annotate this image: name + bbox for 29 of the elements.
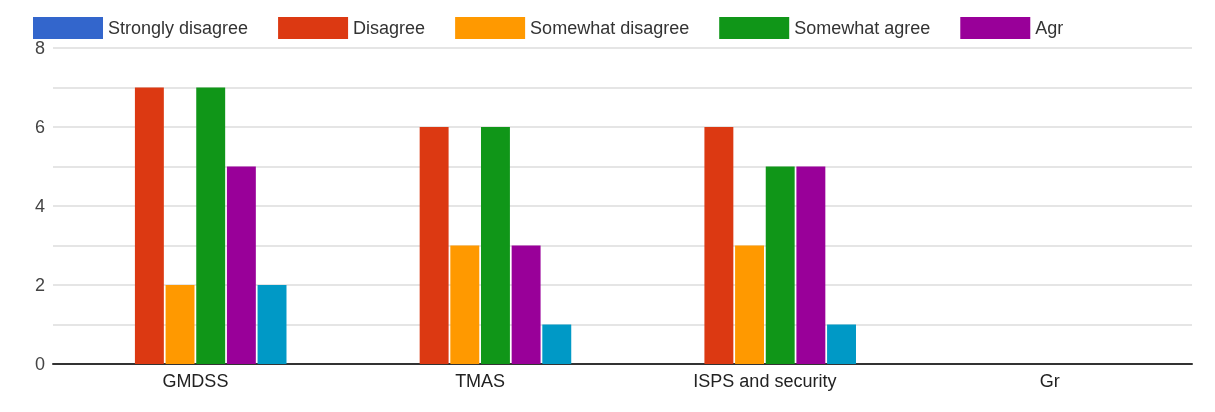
y-tick-label: 2	[34, 275, 45, 295]
bar	[542, 324, 572, 364]
y-tick-label: 4	[34, 196, 45, 216]
bar	[257, 285, 287, 364]
y-tick-label: 0	[34, 354, 45, 374]
legend-label: Disagree	[353, 18, 426, 38]
x-tick-label: GMDSS	[162, 371, 229, 391]
bar	[765, 166, 795, 364]
bar	[165, 285, 195, 364]
legend-label: Strongly disagree	[108, 18, 249, 38]
legend-label: Somewhat disagree	[530, 18, 690, 38]
bar	[704, 127, 734, 364]
bar	[480, 127, 510, 364]
y-tick-label: 6	[34, 117, 45, 137]
legend-label: Somewhat agree	[794, 18, 931, 38]
bar	[450, 245, 480, 364]
bar	[511, 245, 541, 364]
x-tick-label: Gr	[1039, 371, 1060, 391]
x-tick-label: ISPS and security	[693, 371, 837, 391]
bar	[827, 324, 856, 364]
y-tick-label: 8	[34, 38, 45, 58]
bar	[796, 166, 826, 364]
bar	[226, 166, 256, 364]
x-tick-label: TMAS	[455, 371, 506, 391]
bar	[735, 245, 765, 364]
bar	[419, 127, 449, 364]
bar	[134, 87, 164, 364]
bar	[196, 87, 226, 364]
legend-label: Agr	[1035, 18, 1064, 38]
